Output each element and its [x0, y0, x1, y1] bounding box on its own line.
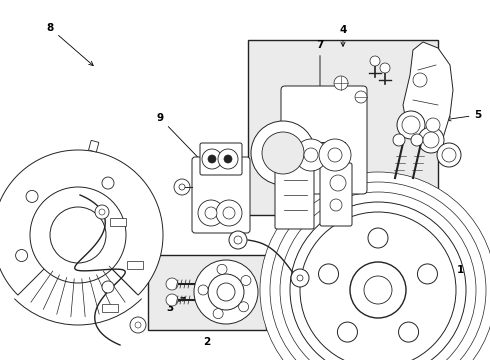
Circle shape: [402, 116, 420, 134]
Circle shape: [223, 207, 235, 219]
Circle shape: [179, 184, 185, 190]
Circle shape: [234, 236, 242, 244]
Circle shape: [202, 149, 222, 169]
Bar: [89, 140, 99, 152]
Circle shape: [398, 322, 418, 342]
Text: 11: 11: [43, 254, 84, 265]
Circle shape: [417, 264, 438, 284]
Circle shape: [95, 205, 109, 219]
Circle shape: [328, 148, 342, 162]
Circle shape: [130, 317, 146, 333]
Circle shape: [217, 283, 235, 301]
Polygon shape: [0, 150, 163, 295]
Text: 7: 7: [317, 40, 324, 106]
Circle shape: [166, 278, 178, 290]
Circle shape: [213, 309, 223, 319]
Circle shape: [397, 111, 425, 139]
FancyBboxPatch shape: [275, 160, 314, 229]
Circle shape: [334, 76, 348, 90]
Circle shape: [135, 322, 141, 328]
Circle shape: [290, 202, 466, 360]
Circle shape: [319, 139, 351, 171]
Text: 10: 10: [280, 240, 300, 262]
FancyBboxPatch shape: [281, 86, 367, 194]
Text: 9: 9: [156, 113, 213, 172]
Circle shape: [442, 148, 456, 162]
Circle shape: [300, 212, 456, 360]
Polygon shape: [403, 42, 453, 148]
Text: 2: 2: [203, 337, 211, 347]
Circle shape: [393, 134, 405, 146]
Circle shape: [423, 132, 439, 148]
Circle shape: [174, 179, 190, 195]
Circle shape: [350, 262, 406, 318]
Circle shape: [166, 294, 178, 306]
Text: 3: 3: [167, 297, 185, 313]
Circle shape: [208, 274, 244, 310]
Circle shape: [413, 73, 427, 87]
Text: 1: 1: [448, 265, 464, 282]
Circle shape: [330, 175, 346, 191]
Circle shape: [239, 302, 248, 312]
Text: 5: 5: [447, 110, 482, 121]
Circle shape: [418, 127, 444, 153]
Circle shape: [26, 190, 38, 202]
Bar: [110, 218, 126, 226]
Circle shape: [280, 192, 476, 360]
Circle shape: [411, 134, 423, 146]
Circle shape: [194, 260, 258, 324]
Circle shape: [217, 264, 227, 274]
Circle shape: [241, 275, 251, 285]
Circle shape: [370, 56, 380, 66]
Circle shape: [380, 63, 390, 73]
Circle shape: [208, 155, 216, 163]
Circle shape: [205, 207, 217, 219]
Bar: [127, 261, 143, 269]
Circle shape: [224, 155, 232, 163]
FancyBboxPatch shape: [200, 143, 242, 175]
Circle shape: [364, 276, 392, 304]
Circle shape: [291, 269, 309, 287]
Circle shape: [198, 200, 224, 226]
Circle shape: [30, 187, 126, 283]
Bar: [290, 142, 345, 160]
Circle shape: [102, 281, 114, 293]
Circle shape: [99, 209, 105, 215]
Circle shape: [297, 275, 303, 281]
Text: 6: 6: [387, 192, 399, 220]
FancyBboxPatch shape: [320, 163, 352, 226]
Circle shape: [102, 177, 114, 189]
Circle shape: [251, 121, 315, 185]
FancyBboxPatch shape: [192, 157, 250, 233]
Circle shape: [368, 228, 388, 248]
Circle shape: [304, 148, 318, 162]
Bar: [148, 255, 266, 330]
Circle shape: [295, 139, 327, 171]
Circle shape: [260, 172, 490, 360]
Circle shape: [50, 207, 106, 263]
Text: 4: 4: [339, 25, 347, 46]
Bar: [248, 40, 438, 215]
Circle shape: [218, 149, 238, 169]
Circle shape: [426, 118, 440, 132]
Circle shape: [16, 249, 27, 261]
Text: 8: 8: [47, 23, 93, 66]
Circle shape: [229, 231, 247, 249]
Circle shape: [270, 182, 486, 360]
Circle shape: [216, 200, 242, 226]
Circle shape: [355, 91, 367, 103]
Circle shape: [437, 143, 461, 167]
Circle shape: [330, 199, 342, 211]
Circle shape: [262, 132, 304, 174]
Circle shape: [198, 285, 208, 295]
Bar: [102, 304, 118, 312]
Circle shape: [318, 264, 339, 284]
Circle shape: [338, 322, 357, 342]
